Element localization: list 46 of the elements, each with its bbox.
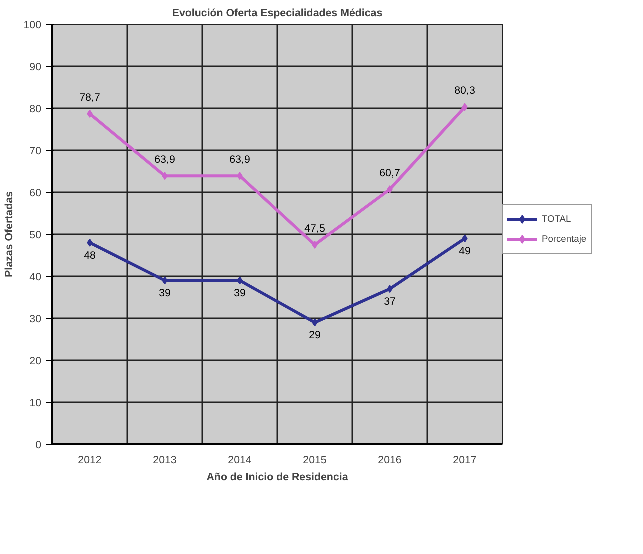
chart-title: Evolución Oferta Especialidades Médicas bbox=[172, 8, 383, 20]
x-tick-label: 2012 bbox=[78, 454, 102, 466]
data-label: 63,9 bbox=[230, 154, 250, 166]
y-tick-label: 60 bbox=[30, 188, 42, 200]
y-tick-label: 100 bbox=[24, 20, 42, 32]
y-tick-label: 40 bbox=[30, 272, 42, 284]
data-label: 29 bbox=[309, 330, 321, 342]
data-label: 37 bbox=[384, 296, 396, 308]
y-axis-title: Plazas Ofertadas bbox=[4, 191, 16, 278]
point bbox=[162, 276, 168, 285]
y-tick-label: 70 bbox=[30, 146, 42, 158]
x-tick-label: 2014 bbox=[228, 454, 252, 466]
point bbox=[312, 318, 318, 327]
data-label: 49 bbox=[459, 246, 471, 258]
data-label: 48 bbox=[84, 250, 96, 262]
y-tick-label: 50 bbox=[30, 230, 42, 242]
data-label: 47,5 bbox=[304, 223, 326, 235]
x-tick-label: 2016 bbox=[378, 454, 402, 466]
y-tick-label: 0 bbox=[36, 440, 42, 452]
point bbox=[87, 238, 93, 247]
x-tick-label: 2017 bbox=[453, 454, 477, 466]
data-label: 80,3 bbox=[454, 85, 476, 98]
x-tick-label: 2013 bbox=[153, 454, 177, 466]
x-axis-title: Año de Inicio de Residencia bbox=[206, 472, 348, 484]
point bbox=[312, 241, 318, 249]
data-label: 39 bbox=[234, 288, 246, 300]
data-label: 78,7 bbox=[80, 92, 100, 104]
y-tick-label: 80 bbox=[30, 104, 42, 116]
data-label: 63,9 bbox=[154, 154, 176, 166]
point bbox=[387, 186, 393, 194]
point bbox=[387, 285, 393, 294]
point bbox=[162, 172, 168, 180]
legend-label: TOTAL bbox=[542, 214, 572, 224]
y-tick-label: 30 bbox=[30, 314, 42, 326]
point bbox=[87, 110, 93, 118]
point bbox=[237, 172, 243, 180]
point bbox=[462, 234, 468, 243]
x-tick-label: 2015 bbox=[303, 454, 327, 466]
y-tick-label: 90 bbox=[30, 62, 42, 74]
data-label: 39 bbox=[159, 288, 171, 300]
y-tick-label: 20 bbox=[30, 356, 42, 368]
data-label: 60,7 bbox=[380, 168, 400, 180]
y-tick-label: 10 bbox=[30, 398, 42, 410]
legend-label: Porcentaje bbox=[542, 234, 587, 244]
point bbox=[462, 103, 468, 112]
point bbox=[237, 276, 243, 285]
